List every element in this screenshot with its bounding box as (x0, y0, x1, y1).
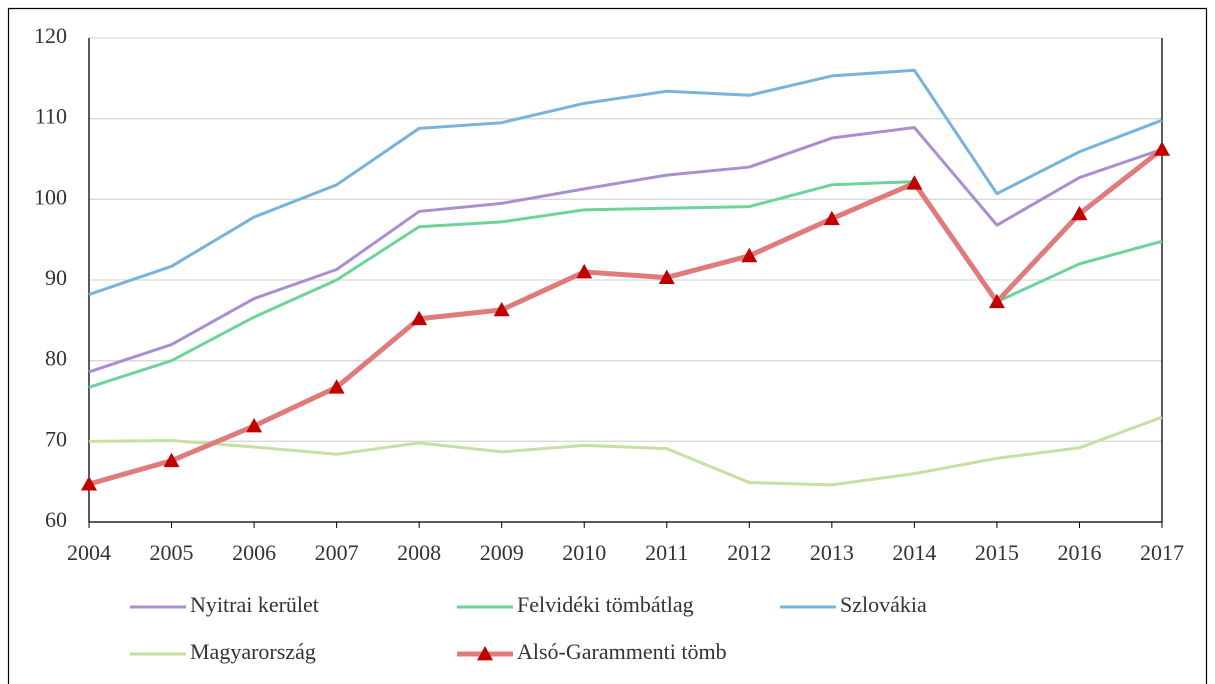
legend-label: Magyarország (190, 639, 316, 664)
y-tick-label: 60 (45, 507, 67, 532)
legend-label: Alsó-Garammenti tömb (517, 639, 727, 664)
x-tick-label: 2013 (810, 540, 854, 565)
marker (741, 247, 758, 263)
legend-label: Nyitrai kerület (190, 592, 319, 617)
legend-marker (477, 646, 493, 661)
marker (493, 301, 510, 317)
x-tick-label: 2011 (645, 540, 688, 565)
figure-border (7, 7, 1208, 684)
x-tick-label: 2005 (150, 540, 194, 565)
x-tick-label: 2016 (1057, 540, 1101, 565)
marker (988, 293, 1005, 309)
marker (658, 269, 675, 284)
y-tick-label: 100 (34, 184, 67, 209)
y-tick-label: 120 (34, 23, 67, 48)
marker (823, 210, 840, 226)
series-line (88, 180, 1163, 389)
marker (411, 310, 428, 326)
series-line (88, 147, 1164, 487)
x-tick-label: 2006 (232, 540, 276, 565)
grid: 60 70 80 90 100 110 120 2004 2005 2006 2007 2008 200… (34, 23, 1184, 565)
y-tick-label: 110 (35, 104, 67, 129)
legend: Nyitrai kerület Felvidéki tömbátlag Szlová… (130, 592, 927, 664)
x-tick-label: 2009 (480, 540, 524, 565)
lines (81, 68, 1170, 491)
series-line (88, 415, 1163, 487)
y-tick-label: 90 (45, 265, 67, 290)
marker (1071, 205, 1088, 221)
marker (163, 452, 180, 468)
marker (906, 175, 923, 190)
marker (246, 418, 263, 433)
marker (328, 379, 345, 394)
series-line (88, 126, 1163, 374)
x-tick-label: 2008 (397, 540, 441, 565)
x-tick-label: 2015 (975, 540, 1019, 565)
marker (576, 263, 593, 279)
legend-label: Felvidéki tömbátlag (517, 592, 694, 617)
y-tick-label: 70 (45, 426, 67, 451)
x-tick-label: 2004 (67, 540, 111, 565)
x-tick-label: 2012 (727, 540, 771, 565)
marker (81, 476, 97, 491)
series-line (88, 68, 1163, 296)
marker (1154, 141, 1170, 156)
x-tick-label: 2010 (562, 540, 606, 565)
x-tick-label: 2017 (1140, 540, 1184, 565)
y-tick-label: 80 (45, 346, 67, 371)
legend-label: Szlovákia (840, 592, 927, 617)
x-tick-label: 2007 (315, 540, 359, 565)
x-tick-label: 2014 (892, 540, 936, 565)
